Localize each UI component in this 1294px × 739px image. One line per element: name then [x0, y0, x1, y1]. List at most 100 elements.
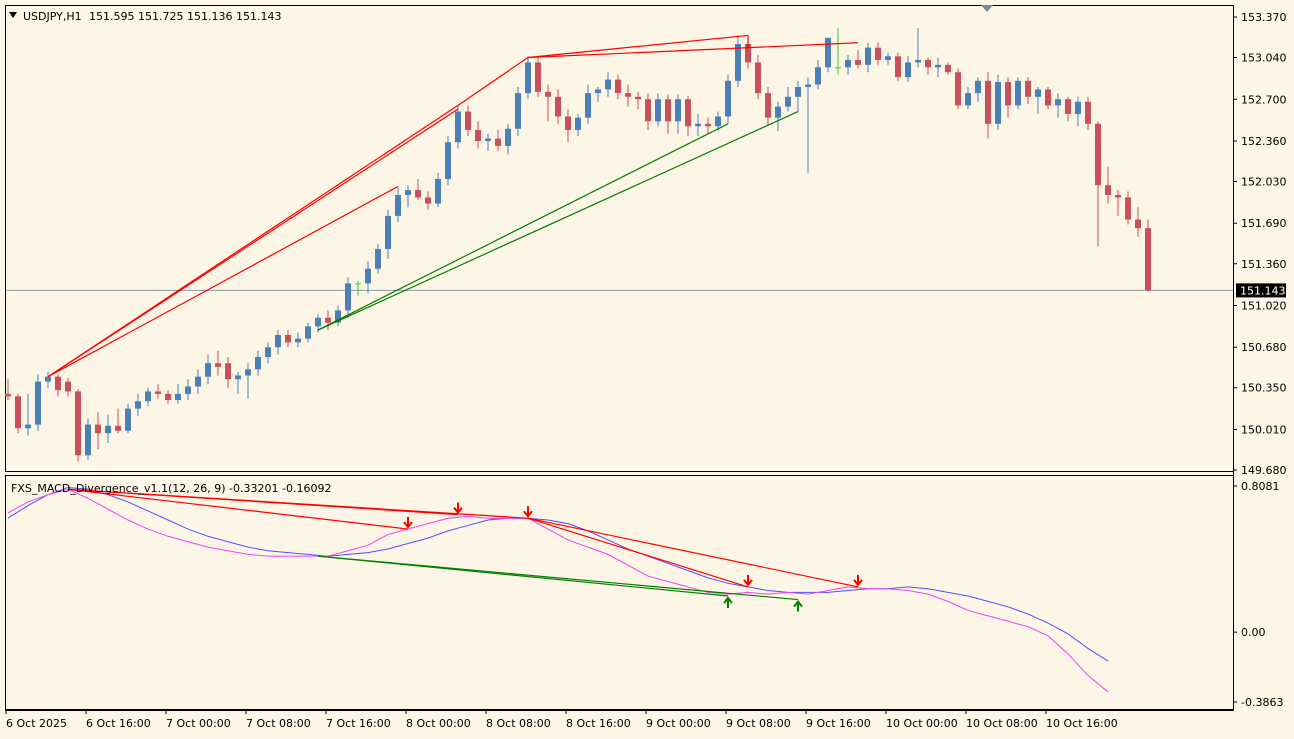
candle-body	[85, 424, 91, 456]
candle	[765, 86, 771, 127]
arrow-head	[523, 510, 533, 518]
candle-body	[835, 67, 841, 69]
time-tick-label: 8 Oct 08:00	[486, 717, 551, 730]
macd-signal-line	[7, 488, 1109, 693]
candle	[955, 68, 961, 110]
candle	[855, 50, 861, 69]
divergence-line-price	[47, 185, 399, 378]
candle-body	[725, 80, 731, 117]
candle-body	[905, 62, 911, 78]
candle	[55, 374, 61, 397]
candle-body	[655, 99, 661, 122]
candle-body	[315, 317, 321, 327]
candle-body	[485, 138, 491, 141]
candle-body	[925, 59, 931, 68]
candle-body	[715, 116, 721, 127]
candle-body	[1085, 101, 1091, 124]
price-tick-label: 153.040	[1241, 52, 1287, 65]
candle-body	[595, 89, 601, 94]
candle-body	[95, 424, 101, 434]
candle-body	[105, 425, 111, 434]
divergence-line-indicator	[527, 517, 859, 588]
candle	[1015, 77, 1021, 110]
candle-body	[325, 317, 331, 323]
candle	[1025, 77, 1031, 105]
candle	[565, 109, 571, 143]
candle-body	[915, 59, 921, 63]
candle-body	[285, 334, 291, 343]
candle	[445, 136, 451, 186]
candle	[355, 280, 361, 296]
candle	[1095, 121, 1101, 247]
candle-body	[45, 376, 51, 382]
candle-body	[685, 99, 691, 127]
candle-body	[145, 391, 151, 402]
candle	[595, 86, 601, 102]
candle-body	[1095, 123, 1101, 186]
candle	[215, 350, 221, 376]
candle	[205, 354, 211, 385]
scroll-marker-icon[interactable]	[981, 5, 993, 12]
candle	[1105, 166, 1111, 204]
candle-body	[415, 190, 421, 198]
candle-body	[1035, 89, 1041, 97]
divergence-line-indicator	[317, 555, 799, 601]
price-tick-label: 151.360	[1241, 258, 1287, 271]
arrow-head	[793, 599, 803, 608]
candle-body	[855, 59, 861, 65]
arrow-head	[743, 579, 753, 587]
time-tick-label: 9 Oct 16:00	[806, 717, 871, 730]
candle	[475, 121, 481, 149]
candle-body	[475, 129, 481, 141]
candle-body	[755, 62, 761, 94]
macd-main-line	[7, 486, 1109, 662]
candle-body	[495, 138, 501, 146]
indicator-label: FXS_MACD_Divergence_v1.1(12, 26, 9) -0.3…	[11, 482, 331, 495]
candle	[255, 350, 261, 376]
candle	[1125, 191, 1131, 225]
candle-body	[395, 195, 401, 216]
candle-body	[165, 393, 171, 401]
candle-body	[965, 93, 971, 106]
candle-body	[405, 190, 411, 196]
candle	[325, 310, 331, 331]
candle	[615, 74, 621, 100]
candle	[105, 414, 111, 443]
price-tick-label: 150.680	[1241, 341, 1287, 354]
candle	[845, 55, 851, 75]
candle	[395, 187, 401, 223]
candle	[875, 42, 881, 65]
candle	[805, 77, 811, 173]
candle-body	[35, 381, 41, 425]
candle	[1085, 96, 1091, 130]
macd-tick-label: 0.8081	[1241, 480, 1280, 493]
indicator-panel-frame	[5, 475, 1234, 710]
candle	[675, 94, 681, 134]
candle	[575, 113, 581, 137]
candle	[115, 408, 121, 434]
candle-body	[545, 91, 551, 97]
candle	[755, 55, 761, 100]
candle-body	[125, 408, 131, 431]
sell-arrow-icon	[853, 574, 863, 587]
candle	[545, 84, 551, 122]
candle	[865, 42, 871, 73]
candle-body	[1115, 195, 1121, 198]
candle-body	[305, 326, 311, 339]
candle-body	[335, 310, 341, 323]
candle	[415, 179, 421, 200]
candle	[145, 387, 151, 407]
symbol-menu-icon[interactable]	[9, 12, 17, 18]
candle-body	[5, 393, 11, 397]
candle-body	[605, 79, 611, 90]
candle	[95, 412, 101, 450]
price-plot	[5, 28, 1233, 462]
candle	[465, 105, 471, 137]
price-tick-label: 151.690	[1241, 217, 1287, 230]
candle-body	[1075, 101, 1081, 114]
divergence-line-price	[527, 42, 859, 59]
candle	[715, 111, 721, 132]
candle	[1045, 86, 1051, 110]
